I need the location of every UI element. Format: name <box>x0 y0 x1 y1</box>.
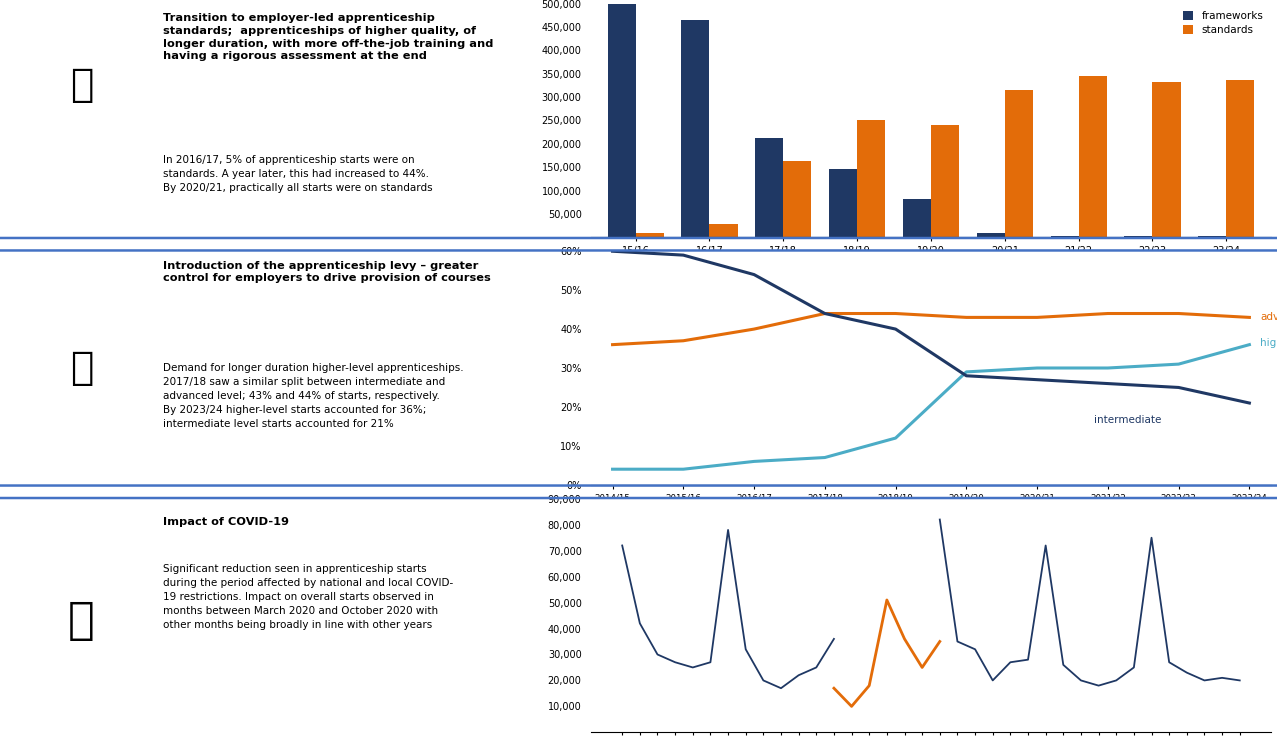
Bar <box>1226 79 1254 237</box>
Bar <box>931 125 959 237</box>
Bar <box>977 233 1005 237</box>
Text: Significant reduction seen in apprenticeship starts
during the period affected b: Significant reduction seen in apprentice… <box>162 565 453 630</box>
Text: 🎓: 🎓 <box>70 66 93 105</box>
Bar <box>1198 236 1226 237</box>
Text: intermediate: intermediate <box>1093 414 1161 425</box>
Bar <box>1125 236 1152 237</box>
Bar <box>1079 76 1107 237</box>
Bar <box>710 224 738 237</box>
Bar <box>1005 90 1033 237</box>
Bar <box>1051 236 1079 237</box>
Bar <box>755 138 783 237</box>
Bar <box>783 161 811 237</box>
Text: Impact of COVID-19: Impact of COVID-19 <box>162 517 289 528</box>
Text: –: – <box>582 233 587 242</box>
Legend: frameworks, standards: frameworks, standards <box>1181 9 1266 38</box>
Text: advanced: advanced <box>1260 312 1277 322</box>
Text: 🦠: 🦠 <box>68 598 94 642</box>
Bar <box>829 169 857 237</box>
Text: 💰: 💰 <box>70 349 93 387</box>
Bar <box>608 4 636 237</box>
Bar <box>903 199 931 237</box>
Text: Introduction of the apprenticeship levy – greater
control for employers to drive: Introduction of the apprenticeship levy … <box>162 261 490 283</box>
Text: Transition to employer-led apprenticeship
standards;  apprenticeships of higher : Transition to employer-led apprenticeshi… <box>162 13 493 61</box>
Bar <box>682 20 710 237</box>
Bar <box>636 233 664 237</box>
Text: Demand for longer duration higher-level apprenticeships.
2017/18 saw a similar s: Demand for longer duration higher-level … <box>162 364 464 429</box>
Bar <box>857 121 885 237</box>
Text: higher: higher <box>1260 338 1277 347</box>
Bar <box>1152 82 1180 237</box>
Text: In 2016/17, 5% of apprenticeship starts were on
standards. A year later, this ha: In 2016/17, 5% of apprenticeship starts … <box>162 155 432 194</box>
